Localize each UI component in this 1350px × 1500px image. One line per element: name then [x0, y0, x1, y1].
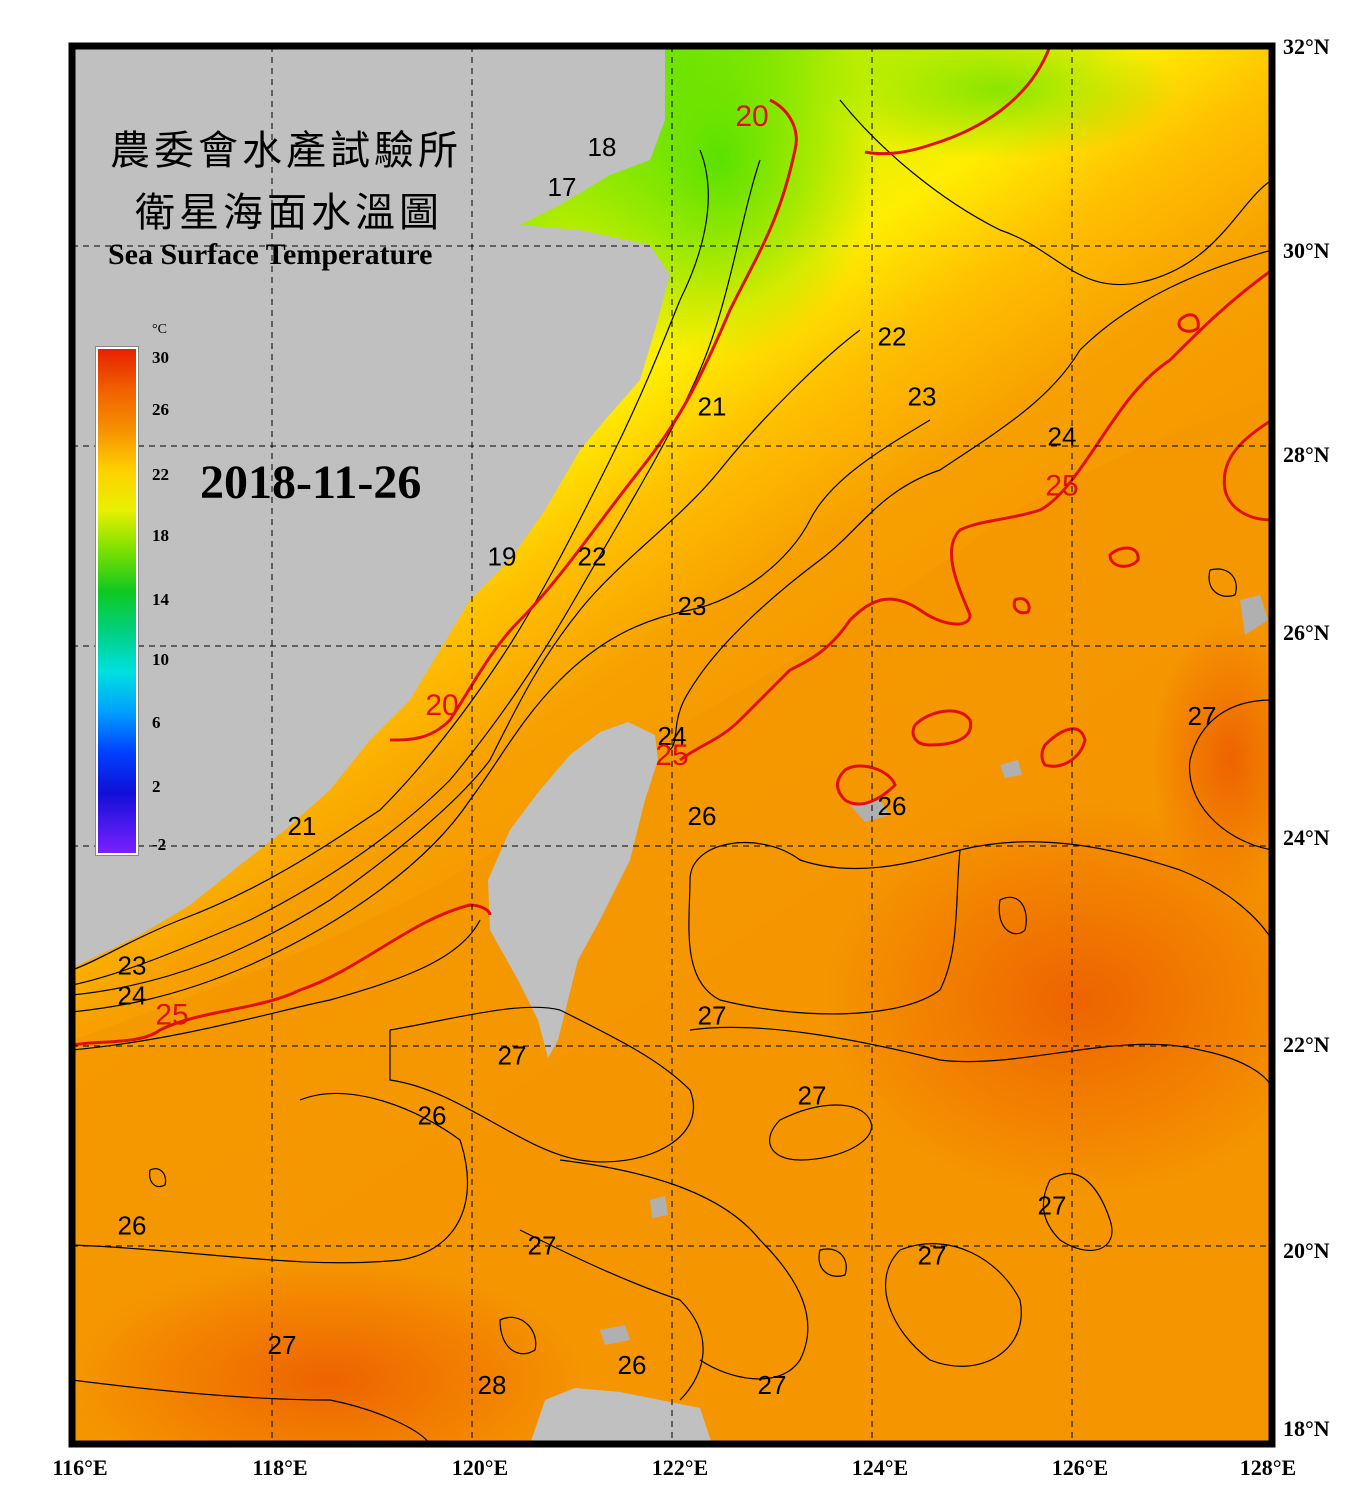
- colorbar-tick: -2: [152, 835, 167, 854]
- warm-water-region: [72, 400, 1272, 1444]
- lon-label: 116°E: [52, 1455, 107, 1480]
- contour-label: 23: [118, 951, 147, 981]
- longitude-axis: 116°E 118°E 120°E 122°E 124°E 126°E 128°…: [52, 1455, 1296, 1480]
- latitude-axis: 32°N 30°N 28°N 26°N 24°N 22°N 20°N 18°N: [1283, 34, 1330, 1441]
- title-english: Sea Surface Temperature: [108, 238, 433, 271]
- contour-label: 25: [655, 739, 688, 772]
- colorbar-tick: 22: [152, 465, 169, 484]
- contour-label: 21: [288, 811, 317, 841]
- contour-label: 27: [798, 1081, 827, 1111]
- contour-label: 18: [588, 132, 617, 162]
- lat-label: 26°N: [1283, 620, 1330, 645]
- lat-label: 30°N: [1283, 238, 1330, 263]
- contour-label: 19: [488, 541, 517, 571]
- lon-label: 128°E: [1240, 1455, 1296, 1480]
- contour-label: 20: [735, 100, 768, 133]
- contour-label: 25: [1045, 469, 1078, 502]
- contour-label: 27: [918, 1240, 947, 1270]
- mainland-land: [72, 46, 670, 968]
- lat-label: 20°N: [1283, 1238, 1330, 1263]
- contour-label: 23: [678, 591, 707, 621]
- colorbar-unit: °C: [152, 322, 167, 337]
- lat-label: 18°N: [1283, 1416, 1330, 1441]
- contour-label: 28: [478, 1370, 507, 1400]
- lat-label: 24°N: [1283, 825, 1330, 850]
- contour-label: 26: [688, 801, 717, 831]
- colorbar-tick: 18: [152, 526, 169, 545]
- lat-label: 28°N: [1283, 442, 1330, 467]
- map-frame: [68, 42, 1276, 1448]
- contour-label: 26: [878, 791, 907, 821]
- lat-label: 32°N: [1283, 34, 1330, 59]
- lon-label: 118°E: [252, 1455, 307, 1480]
- lat-label: 22°N: [1283, 1032, 1330, 1057]
- colorbar-tick: 2: [152, 777, 161, 796]
- contour-label: 26: [618, 1350, 647, 1380]
- contour-label: 24: [658, 721, 687, 751]
- colorbar-tick: 6: [152, 713, 161, 732]
- contour-label: 22: [878, 322, 907, 352]
- lon-label: 120°E: [452, 1455, 508, 1480]
- lon-label: 124°E: [852, 1455, 908, 1480]
- island: [600, 1325, 630, 1345]
- lat-lon-grid: [72, 46, 1272, 1444]
- colorbar-tick: 10: [152, 650, 169, 669]
- colorbar-tick: 30: [152, 348, 169, 367]
- contour-label: 26: [118, 1210, 147, 1240]
- island: [1240, 595, 1268, 635]
- contour-label: 27: [268, 1330, 297, 1360]
- colorbar-tick: 14: [152, 590, 169, 609]
- hot-spot: [72, 1260, 590, 1444]
- contour-label: 20: [425, 689, 458, 722]
- date-label: 2018-11-26: [200, 456, 422, 509]
- contour-label: 25: [155, 999, 188, 1032]
- title-line-2: 衛星海面水溫圖: [135, 190, 443, 236]
- contour-label: 17: [548, 172, 577, 202]
- title-line-1: 農委會水產試驗所: [110, 128, 462, 174]
- contour-label: 27: [698, 1001, 727, 1031]
- contour-label: 27: [528, 1230, 557, 1260]
- lon-label: 122°E: [652, 1455, 708, 1480]
- island: [650, 1196, 668, 1218]
- contour-label: 24: [118, 981, 147, 1011]
- red-isotherms: [72, 46, 1272, 1047]
- contour-label: 22: [578, 541, 607, 571]
- contour-label: 23: [908, 382, 937, 412]
- island: [1000, 760, 1022, 778]
- hot-spot: [1150, 620, 1272, 900]
- contour-label: 24: [1048, 421, 1077, 451]
- cool-water-region: [820, 46, 1180, 160]
- taiwan-land: [488, 722, 658, 1058]
- contour-label: 21: [698, 392, 727, 422]
- contour-label: 27: [1038, 1190, 1067, 1220]
- contour-label: 27: [1188, 701, 1217, 731]
- colorbar-tick: 26: [152, 400, 169, 419]
- lon-label: 126°E: [1052, 1455, 1108, 1480]
- contour-label: 27: [758, 1370, 787, 1400]
- luzon-land: [530, 1388, 712, 1444]
- colorbar: [96, 347, 138, 855]
- black-isotherms: [72, 99, 1272, 1444]
- contour-label: 27: [498, 1041, 527, 1071]
- hot-spot: [820, 800, 1272, 1200]
- contour-label: 26: [418, 1101, 447, 1131]
